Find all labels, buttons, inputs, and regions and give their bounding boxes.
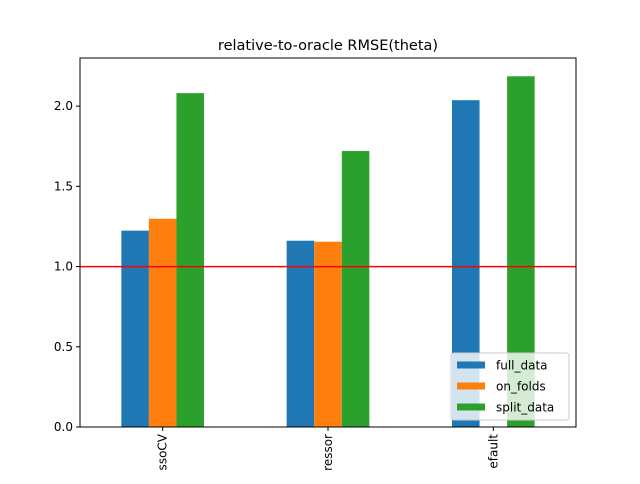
bar-split_data [341, 151, 370, 427]
bar-full_data [121, 230, 149, 427]
legend-frame [450, 352, 570, 421]
legend-swatch-full_data [457, 361, 485, 369]
bar-on_folds [148, 218, 177, 427]
bar-full_data [286, 240, 315, 427]
chart-title: relative-to-oracle RMSE(theta) [218, 38, 438, 54]
bar-split_data [176, 93, 204, 427]
legend-label: split_data [496, 401, 554, 415]
y-tick-label: 0.5 [54, 340, 73, 354]
legend-label: on_folds [496, 380, 546, 394]
y-tick-label: 1.0 [54, 260, 73, 274]
x-tick-label: ressor [321, 434, 335, 471]
legend: full_data on_folds split_data [450, 352, 570, 421]
legend-swatch-split_data [457, 403, 485, 411]
axes-frame [79, 57, 577, 428]
y-tick-label: 0.0 [54, 420, 73, 434]
bar-on_folds [314, 241, 342, 427]
x-tick-label: efault [486, 434, 500, 469]
legend-swatch-on_folds [457, 382, 485, 390]
y-tick-label: 2.0 [54, 99, 73, 113]
legend-label: full_data [496, 359, 548, 373]
y-tick-label: 1.5 [54, 179, 73, 193]
x-tick-label: ssoCV [156, 433, 170, 470]
